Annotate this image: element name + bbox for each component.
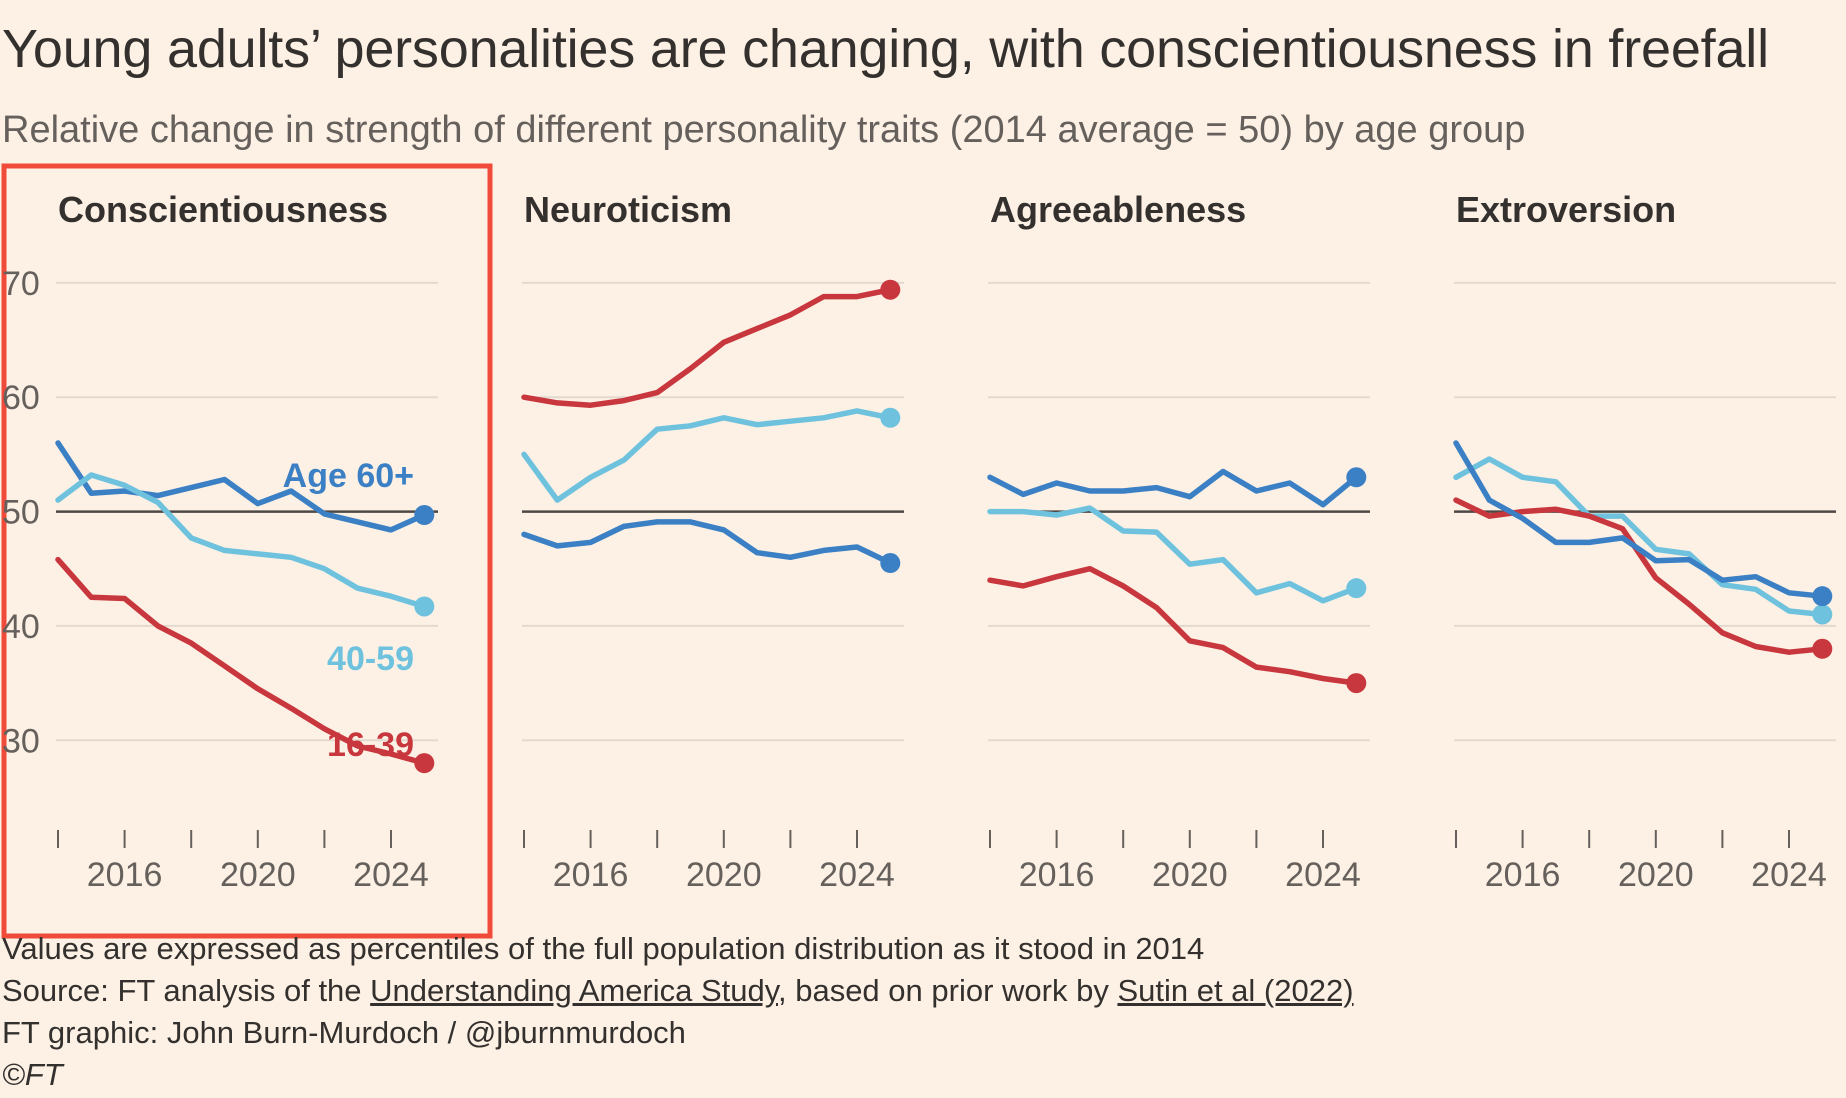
panel-conscientiousness: Conscientiousness 2016 2020 2024 [55, 189, 438, 894]
panel-title: Extroversion [1456, 189, 1676, 230]
series-endpoint-age_16_39 [880, 279, 901, 300]
series-line-age_60_plus [987, 468, 1360, 508]
panel-neuroticism: Neuroticism 2016 2020 2024 [521, 189, 904, 894]
chart-title: Young adults’ personalities are changing… [2, 19, 1769, 79]
series-label-age_40_59: 40-59 [327, 640, 414, 678]
series-line-age_16_39 [521, 286, 894, 408]
panel-title: Agreeableness [990, 189, 1246, 230]
series-line-age_16_39 [55, 556, 428, 766]
series-endpoint-age_40_59 [414, 596, 435, 617]
x-tick-label: 2024 [1285, 856, 1361, 894]
series-line-age_60_plus [1453, 440, 1826, 599]
series-line-age_40_59 [1453, 456, 1826, 618]
x-tick-label: 2020 [1618, 856, 1694, 894]
x-tick-label: 2020 [686, 856, 762, 894]
y-tick-label: 30 [2, 722, 40, 760]
series-line-age_40_59 [55, 472, 428, 610]
series-endpoint-age_60_plus [414, 504, 435, 525]
series-endpoint-age_40_59 [880, 407, 901, 428]
source-link-sutin-et-al[interactable]: Sutin et al (2022) [1117, 973, 1354, 1008]
x-tick-label: 2016 [1485, 856, 1561, 894]
footer-note: Values are expressed as percentiles of t… [2, 931, 1205, 966]
series-line-age_60_plus [55, 440, 428, 533]
series-label-age_60_plus: Age 60+ [283, 457, 414, 495]
panel-title: Conscientiousness [58, 189, 388, 230]
source-prefix: Source: FT analysis of the [2, 973, 371, 1008]
source-link-understanding-america-study[interactable]: Understanding America Study [370, 973, 778, 1008]
series-line-age_40_59 [987, 505, 1360, 604]
series-endpoint-age_16_39 [1346, 673, 1367, 694]
x-tick-label: 2020 [220, 856, 296, 894]
footer-copyright: ©FT [2, 1057, 63, 1092]
y-tick-label: 60 [2, 379, 40, 417]
x-tick-label: 2024 [1751, 856, 1827, 894]
panel-agreeableness: Agreeableness 2016 2020 2024 [987, 189, 1370, 894]
source-middle: , based on prior work by [777, 973, 1118, 1008]
series-label-age_16_39: 16-39 [327, 726, 414, 764]
footer-graphic-credit: FT graphic: John Burn-Murdoch / @jburnmu… [2, 1015, 686, 1050]
series-endpoint-age_60_plus [1346, 467, 1367, 488]
x-tick-label: 2024 [353, 856, 429, 894]
series-endpoint-age_40_59 [1812, 604, 1833, 625]
chart-subtitle: Relative change in strength of different… [2, 109, 1526, 151]
series-endpoint-age_40_59 [1346, 578, 1367, 599]
series-line-age_40_59 [521, 408, 894, 503]
x-tick-label: 2020 [1152, 856, 1228, 894]
y-tick-label: 40 [2, 608, 40, 646]
x-tick-label: 2016 [1019, 856, 1095, 894]
y-tick-label: 50 [2, 494, 40, 532]
series-line-age_16_39 [1453, 497, 1826, 655]
series-endpoint-age_16_39 [1812, 638, 1833, 659]
x-tick-label: 2024 [819, 856, 895, 894]
x-tick-label: 2016 [553, 856, 629, 894]
footer-source: Source: FT analysis of the Understanding… [2, 970, 1354, 1012]
series-endpoint-age_60_plus [880, 553, 901, 574]
series-endpoint-age_60_plus [1812, 586, 1833, 607]
series-line-age_16_39 [987, 565, 1360, 686]
series-line-age_60_plus [521, 519, 894, 566]
panel-extroversion: Extroversion 2016 2020 2024 [1453, 189, 1836, 894]
x-tick-label: 2016 [87, 856, 163, 894]
series-endpoint-age_16_39 [414, 753, 435, 774]
highlight-box [1, 163, 493, 939]
y-tick-label: 70 [2, 265, 40, 303]
panel-title: Neuroticism [524, 189, 732, 230]
